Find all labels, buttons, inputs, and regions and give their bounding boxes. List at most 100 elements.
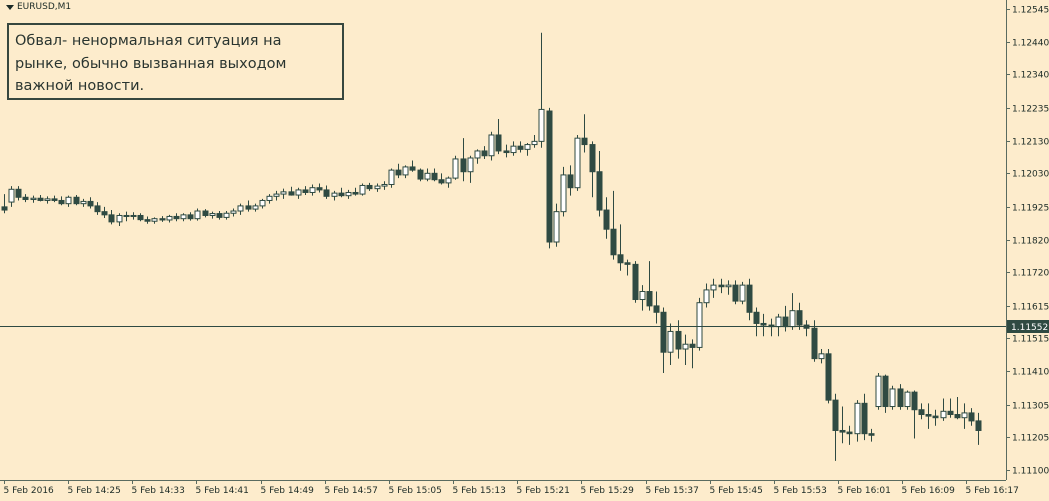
symbol-title-text: EURUSD,M1 <box>17 2 72 12</box>
candle <box>58 196 65 206</box>
bear-candle-body <box>825 353 832 401</box>
symbol-title[interactable]: EURUSD,M1 <box>6 2 71 12</box>
price-tick-label: 1.11515 <box>1012 335 1049 345</box>
bear-candle-body <box>216 213 223 218</box>
candle <box>295 187 302 199</box>
candle <box>925 403 932 429</box>
bull-candle-body <box>560 174 567 213</box>
bear-candle-body <box>15 188 22 198</box>
candle <box>388 168 395 188</box>
candle <box>868 428 875 442</box>
candle <box>653 291 660 324</box>
time-tick-label: 5 Feb 15:21 <box>517 486 570 496</box>
bull-candle-body <box>280 191 287 195</box>
bull-candle-body <box>904 391 911 408</box>
time-tick-label: 5 Feb 16:09 <box>902 486 956 496</box>
candle <box>80 198 87 207</box>
time-tick-label: 5 Feb 15:29 <box>581 486 635 496</box>
bear-candle-body <box>144 219 151 222</box>
annotation-textbox[interactable]: Обвал- ненормальная ситуация на рынке, о… <box>7 23 344 100</box>
bull-candle-body <box>789 310 796 328</box>
bear-candle-body <box>581 137 588 146</box>
candle <box>316 183 323 193</box>
bear-candle-body <box>846 431 853 435</box>
candle <box>338 187 345 198</box>
bull-candle-body <box>237 205 244 212</box>
bear-candle-body <box>925 414 932 417</box>
bull-candle-body <box>553 211 560 243</box>
bull-candle-body <box>381 183 388 187</box>
candle <box>108 210 115 225</box>
bear-candle-body <box>460 158 467 173</box>
bear-candle-body <box>603 209 610 230</box>
bull-candle-body <box>259 199 266 207</box>
candle <box>1 194 8 214</box>
candle <box>832 393 839 461</box>
candle <box>968 408 975 426</box>
bear-candle-body <box>918 409 925 416</box>
bear-candle-body <box>954 414 961 419</box>
time-tick-label: 5 Feb 14:57 <box>325 486 378 496</box>
candle <box>517 141 524 153</box>
candle <box>510 141 517 156</box>
bull-candle-body <box>65 196 72 205</box>
bear-candle-body <box>796 310 803 326</box>
bear-candle-body <box>495 134 502 152</box>
candle <box>911 390 918 439</box>
bear-candle-body <box>101 211 108 216</box>
time-tick-label: 5 Feb 2016 <box>4 486 55 496</box>
candle <box>732 280 739 305</box>
candle <box>280 188 287 199</box>
bear-candle-body <box>911 391 918 411</box>
candle <box>825 349 832 404</box>
candle <box>639 285 646 311</box>
candle <box>617 224 624 271</box>
price-tick-label: 1.11820 <box>1012 237 1049 247</box>
candle <box>667 323 674 365</box>
candle <box>345 189 352 199</box>
bear-candle-body <box>123 214 130 217</box>
candle <box>538 32 545 148</box>
time-tick-label: 5 Feb 15:45 <box>710 486 763 496</box>
bull-candle-body <box>359 184 366 195</box>
bear-candle-body <box>37 197 44 201</box>
price-tick-label: 1.12340 <box>1012 71 1049 81</box>
candle <box>194 208 201 221</box>
bear-candle-body <box>108 214 115 223</box>
candle <box>452 155 459 180</box>
bull-candle-body <box>194 210 201 220</box>
candle <box>352 187 359 196</box>
candle <box>445 176 452 188</box>
candle <box>488 131 495 161</box>
bull-candle-body <box>531 140 538 146</box>
candle <box>467 155 474 183</box>
bear-candle-body <box>366 184 373 190</box>
candle <box>402 165 409 179</box>
bear-candle-body <box>832 399 839 431</box>
candles-layer <box>1 32 982 461</box>
time-tick-label: 5 Feb 14:25 <box>68 486 121 496</box>
dropdown-triangle-icon[interactable] <box>6 4 14 10</box>
bull-candle-body <box>230 210 237 214</box>
bull-candle-body <box>30 197 37 201</box>
candle <box>116 213 123 227</box>
bear-candle-body <box>746 284 753 313</box>
candle <box>359 183 366 196</box>
candle <box>546 107 553 249</box>
bull-candle-body <box>180 214 187 220</box>
candle <box>596 150 603 217</box>
bear-candle-body <box>546 110 553 243</box>
candle <box>438 173 445 185</box>
candle <box>975 412 982 445</box>
current-price-label: 1.11552 <box>1011 323 1048 333</box>
bear-candle-body <box>503 150 510 154</box>
candle <box>696 297 703 351</box>
candle <box>252 203 259 212</box>
bull-candle-body <box>854 402 861 435</box>
candle <box>560 166 567 217</box>
bear-candle-body <box>22 196 29 201</box>
bear-candle-body <box>87 200 94 207</box>
candle <box>718 278 725 294</box>
candle <box>660 307 667 373</box>
